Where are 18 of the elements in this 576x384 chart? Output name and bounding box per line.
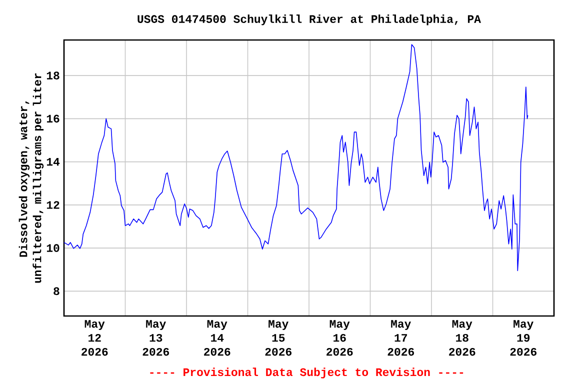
- text: ---- Provisional Data Subject to Revision ----: [150, 368, 464, 378]
- y-tick-label: 12: [46, 201, 60, 209]
- y-tick-label: 8: [54, 287, 60, 296]
- line-series: [64, 44, 528, 272]
- y-tick-label: 14: [46, 158, 60, 166]
- x-tick-label: May 13 2026: [142, 320, 169, 356]
- y-axis-title: Dissolved oxygen, water, unfiltered, milligrams per liter: [18, 73, 44, 283]
- y-tick-label: 10: [46, 244, 60, 252]
- x-tick-label: May 17 2026: [388, 320, 414, 356]
- x-tick-label: May 14 2026: [204, 320, 230, 356]
- chart-title: USGS 01474500 Schuylkill River at Philadelphia, PA: [138, 14, 481, 26]
- x-tick-label: May 15 2026: [265, 320, 292, 356]
- x-tick-label: May 12 2026: [82, 320, 108, 356]
- y-tick-label: 18: [46, 72, 60, 80]
- x-tick-label: May 19 2026: [510, 320, 536, 356]
- y-tick-label: 16: [46, 114, 60, 123]
- x-tick-label: May 16 2026: [326, 320, 353, 356]
- x-tick-label: May 18 2026: [449, 320, 476, 356]
